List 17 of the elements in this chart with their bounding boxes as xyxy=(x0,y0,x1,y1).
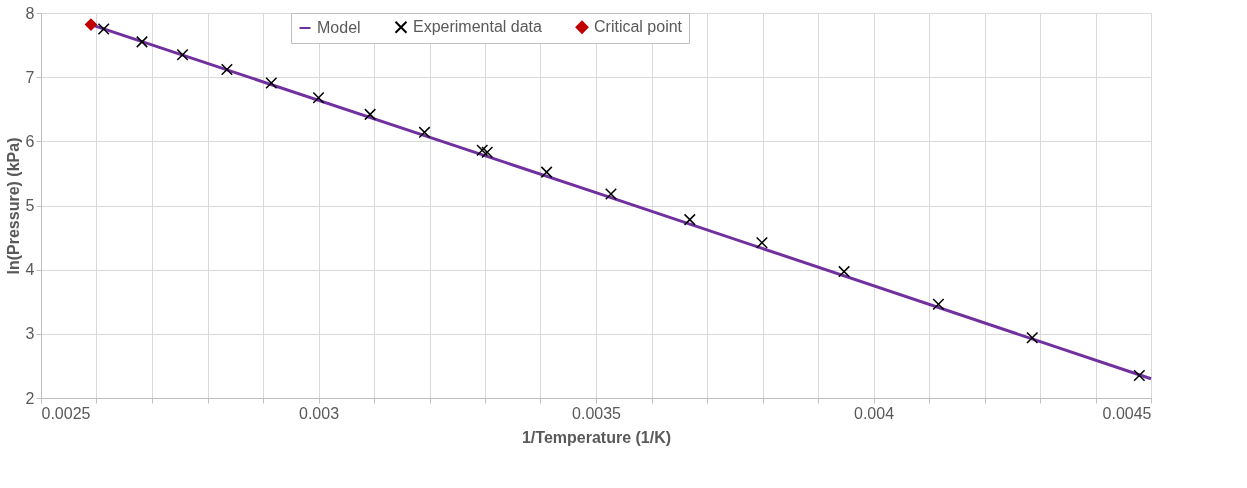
y-tick-label: 8 xyxy=(25,4,35,22)
y-axis-title: ln(Pressure) (kPa) xyxy=(4,137,22,275)
x-tick-label: 0.004 xyxy=(853,404,895,422)
y-tick-label: 6 xyxy=(25,132,35,150)
x-tick-label: 0.003 xyxy=(298,404,340,422)
y-tick-label: 7 xyxy=(25,68,35,86)
x-tick-label: 0.0045 xyxy=(1102,404,1152,422)
legend-label: Model xyxy=(317,19,361,36)
y-tick-label: 2 xyxy=(25,389,35,407)
x-tick-label: 0.0025 xyxy=(41,404,91,422)
legend-label: Critical point xyxy=(594,18,683,36)
y-tick-label: 5 xyxy=(25,197,35,214)
y-tick-label: 3 xyxy=(25,325,35,343)
x-tick-label: 0.0035 xyxy=(572,404,622,422)
y-tick-label: 4 xyxy=(25,261,35,279)
legend-label: Experimental data xyxy=(413,18,543,36)
x-axis-title: 1/Temperature (1/K) xyxy=(521,428,672,446)
